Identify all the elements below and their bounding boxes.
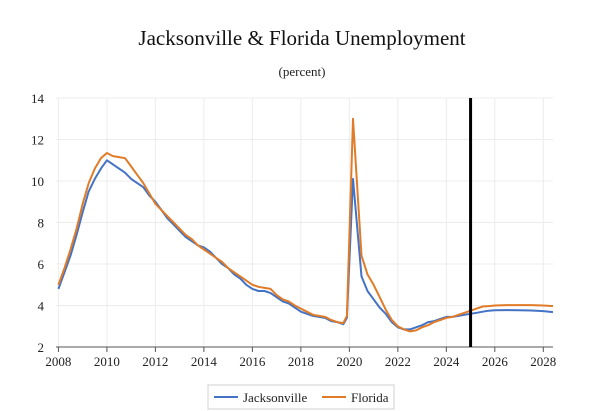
y-tick-label: 2 (38, 340, 45, 355)
y-tick-label: 14 (31, 91, 45, 106)
x-tick-label: 2016 (239, 354, 266, 369)
legend-label-florida: Florida (351, 390, 389, 405)
x-tick-label: 2012 (142, 354, 168, 369)
y-tick-label: 4 (38, 299, 45, 314)
x-tick-label: 2024 (433, 354, 460, 369)
y-tick-label: 6 (38, 257, 45, 272)
legend: Jacksonville Florida (207, 384, 395, 410)
series-line-florida (57, 117, 554, 333)
x-tick-label: 2022 (385, 354, 411, 369)
y-tick-label: 10 (31, 174, 44, 189)
x-tick-label: 2008 (45, 354, 71, 369)
x-tick-label: 2010 (94, 354, 120, 369)
x-tick-label: 2026 (482, 354, 509, 369)
x-axis: 2008 2010 2012 2014 2016 2018 2020 2022 2024 2026… (45, 346, 556, 369)
chart-subtitle: (percent) (279, 64, 326, 79)
y-tick-label: 12 (31, 133, 44, 148)
chart-title: Jacksonville & Florida Unemployment (138, 26, 465, 50)
y-tick-label: 8 (38, 216, 45, 231)
legend-label-jacksonville: Jacksonville (243, 390, 307, 405)
x-tick-label: 2028 (530, 354, 556, 369)
x-tick-label: 2014 (191, 354, 218, 369)
legend-box (207, 384, 395, 410)
y-axis: 2 4 6 8 10 12 14 (31, 91, 45, 355)
series-layer (57, 117, 554, 333)
x-tick-label: 2018 (288, 354, 314, 369)
series-line-jacksonville (57, 159, 554, 331)
x-tick-label: 2020 (336, 354, 362, 369)
